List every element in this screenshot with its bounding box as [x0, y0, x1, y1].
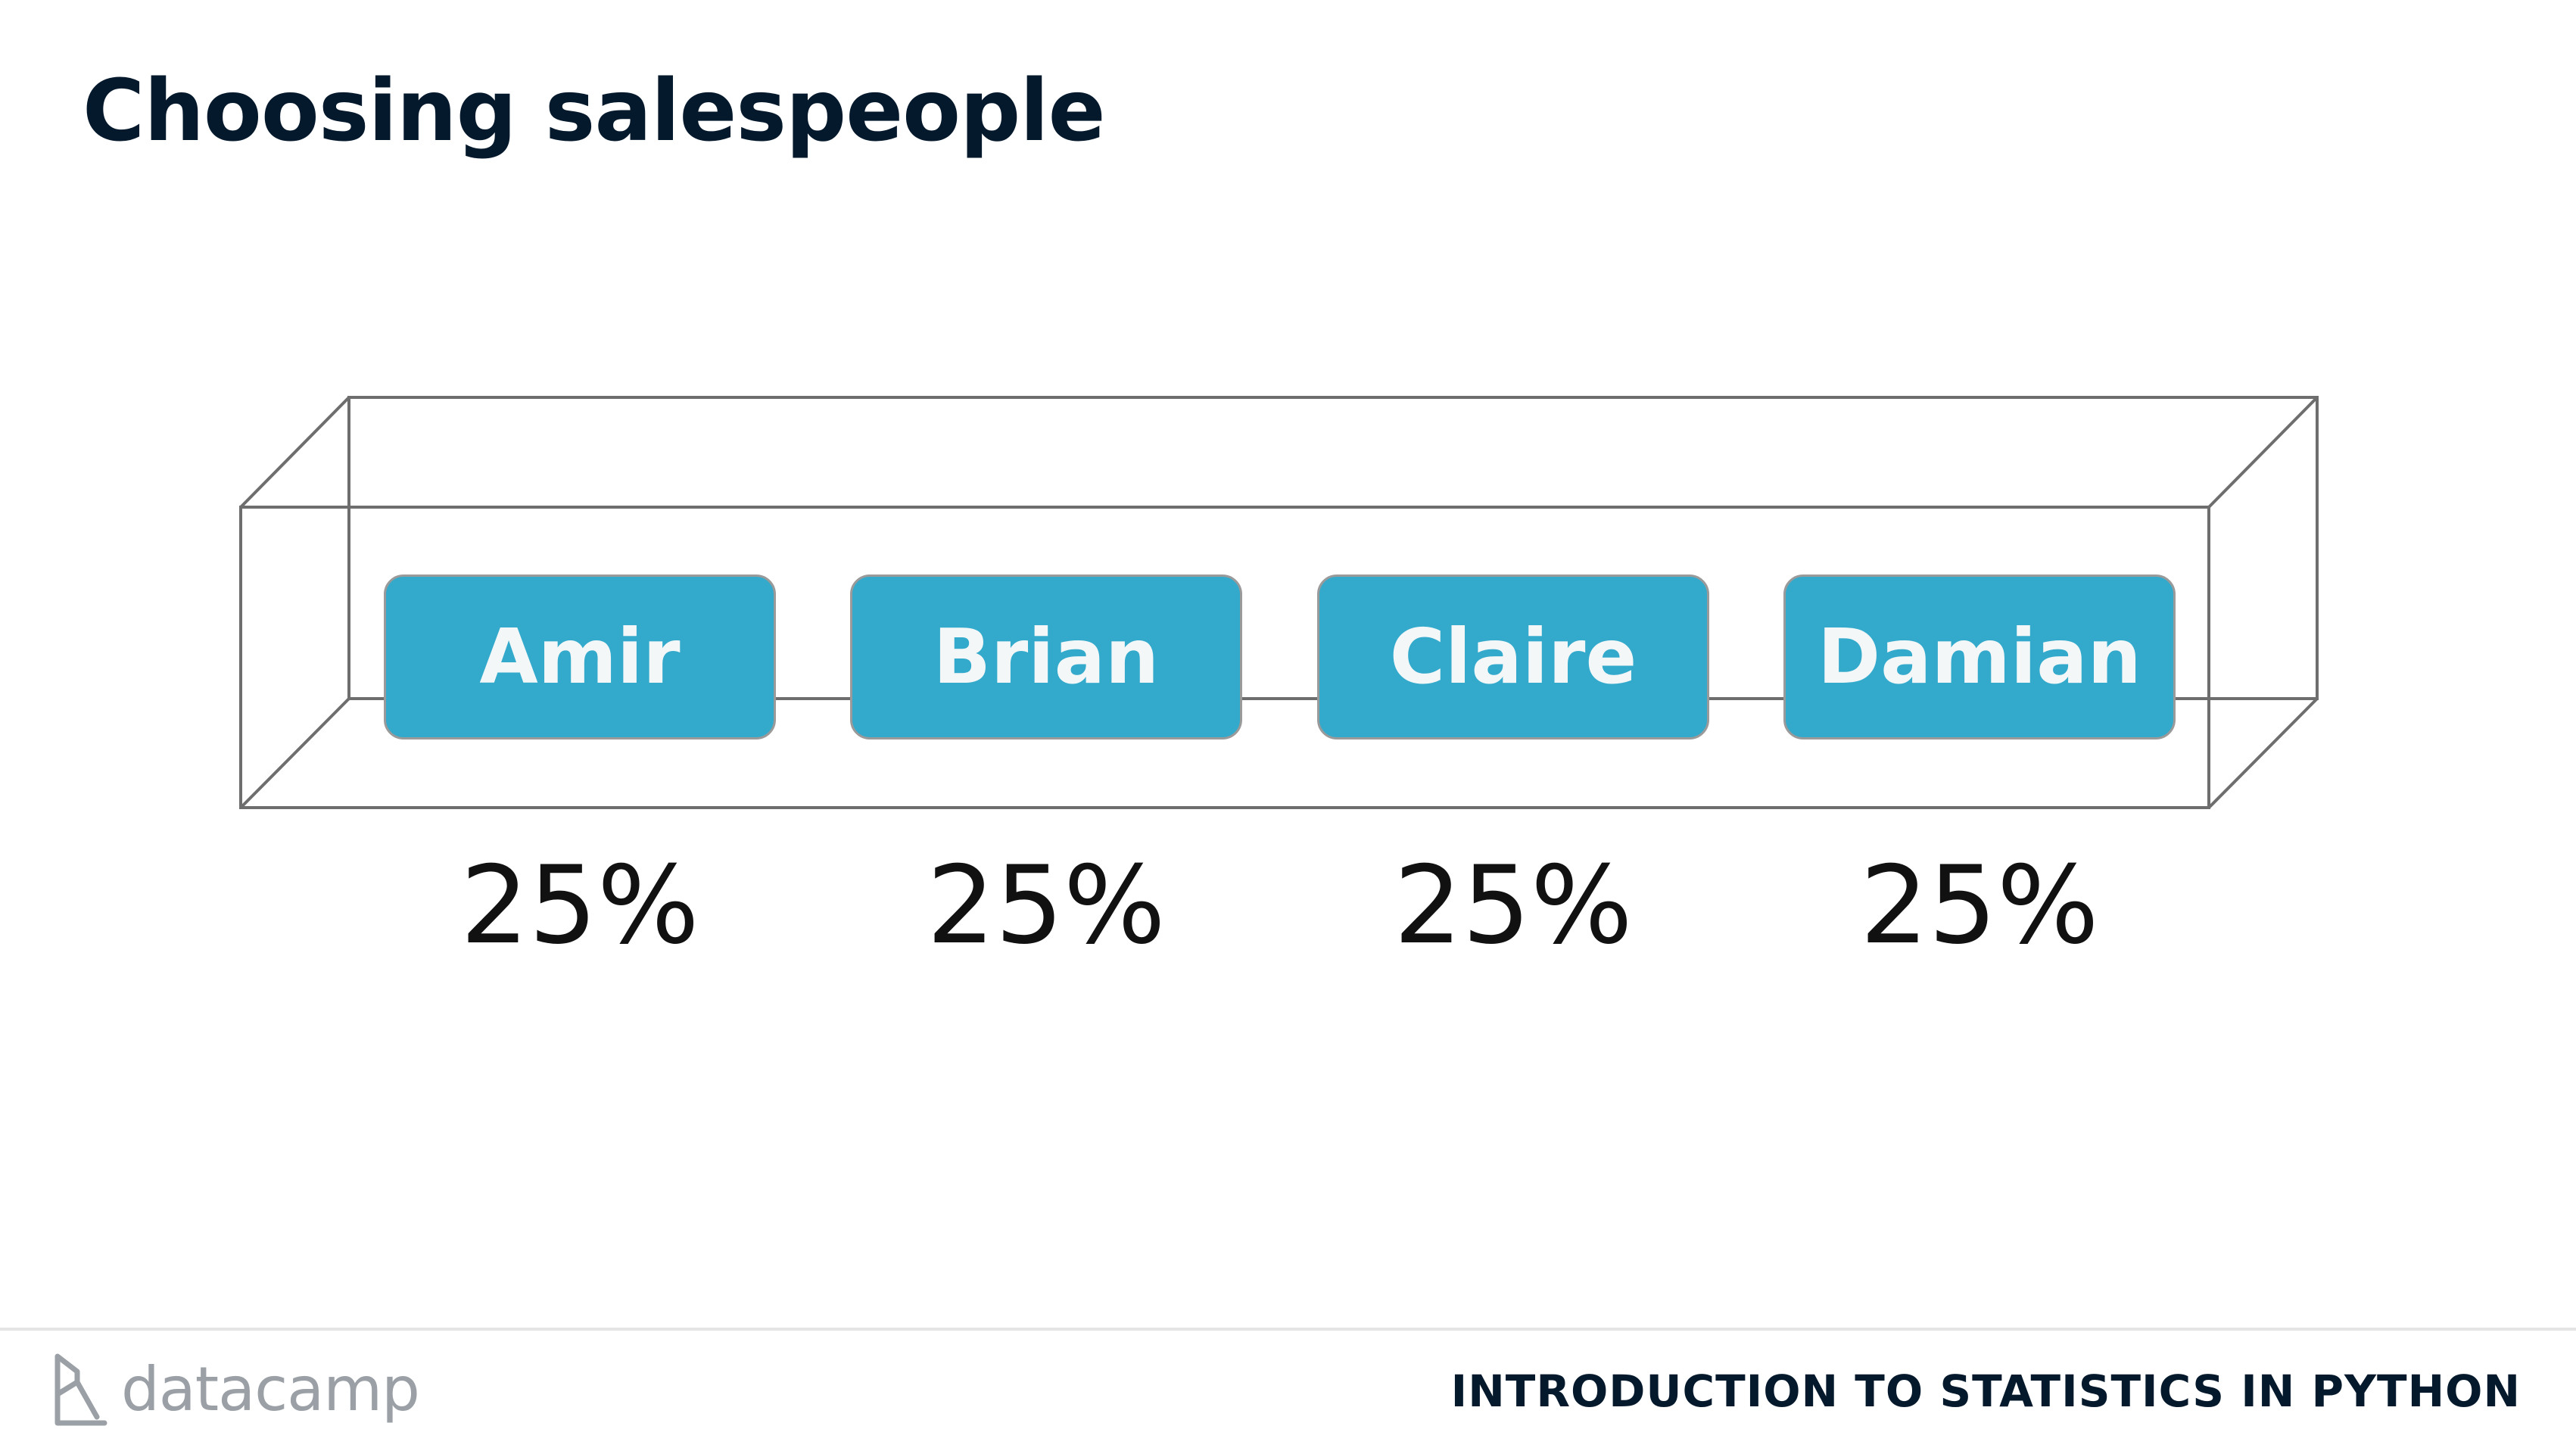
salesperson-name: Claire [1389, 612, 1637, 701]
probability-claire: 25% [1394, 843, 1633, 968]
salesperson-card-amir: Amir [384, 574, 776, 740]
salesperson-card-damian: Damian [1783, 574, 2176, 740]
probability-amir: 25% [460, 843, 699, 968]
slide-title: Choosing salespeople [83, 62, 1106, 160]
salesperson-name: Brian [933, 612, 1160, 701]
salesperson-card-brian: Brian [850, 574, 1242, 740]
probability-damian: 25% [1860, 843, 2099, 968]
logo-wordmark: datacamp [121, 1354, 420, 1425]
salesperson-name: Amir [479, 612, 681, 701]
salesperson-card-claire: Claire [1317, 574, 1709, 740]
datacamp-logo: datacamp [51, 1350, 420, 1429]
datacamp-logo-icon [55, 1353, 107, 1426]
salesperson-name: Damian [1818, 612, 2141, 701]
footer-divider [0, 1328, 2576, 1331]
course-title: INTRODUCTION TO STATISTICS IN PYTHON [1450, 1365, 2521, 1417]
probability-brian: 25% [927, 843, 1166, 968]
